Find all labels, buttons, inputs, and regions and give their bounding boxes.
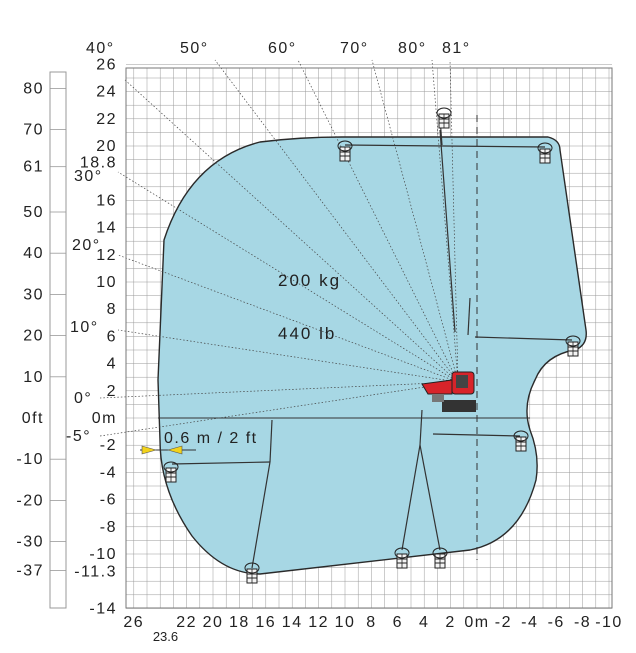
m-tick-label: -6 <box>100 492 117 509</box>
m-x-tick-label: -6 <box>548 614 565 631</box>
angle-rays <box>99 59 459 437</box>
angle-label: 70° <box>340 40 369 57</box>
m-tick-label: -2 <box>100 437 117 454</box>
working-envelope <box>157 136 587 575</box>
angle-label: 10° <box>70 319 99 336</box>
m-x-tick-label: 2 <box>445 614 455 631</box>
m-tick-label: 18.8 <box>80 154 117 171</box>
m-x-tick-label: 26 <box>123 614 144 631</box>
ft-tick-label: 70 <box>23 122 44 139</box>
grid-frame <box>125 67 613 609</box>
m-tick-label: -11.3 <box>74 564 117 581</box>
ft-tick-label: 40 <box>23 245 44 262</box>
ft-tick-label: 10 <box>23 369 44 386</box>
m-tick-label: -10 <box>89 546 117 563</box>
m-x-tick-label: 10 <box>335 614 356 631</box>
m-x-tick-label: 8 <box>366 614 376 631</box>
angle-label: 60° <box>268 40 297 57</box>
m-tick-label: 16 <box>96 192 117 209</box>
m-tick-label: 12 <box>96 247 117 264</box>
angle-label: 20° <box>72 237 101 254</box>
basket-width-label: 0.6 m / 2 ft <box>164 430 258 447</box>
angle-label: 80° <box>398 40 427 57</box>
m-x-tick-label: -10 <box>595 614 623 631</box>
m-tick-label: -8 <box>100 519 117 536</box>
m-x-tick-label: 20 <box>203 614 224 631</box>
ft-tick-label: -10 <box>16 451 44 468</box>
angle-label: 0° <box>74 390 92 407</box>
m-tick-label: 8 <box>107 301 117 318</box>
ft-tick-label: 80 <box>23 80 44 97</box>
m-x-tick-label: 4 <box>419 614 429 631</box>
ft-tick-label: 50 <box>23 204 44 221</box>
angle-label: -5° <box>66 428 91 445</box>
m-x-tick-label: -4 <box>521 614 538 631</box>
boom-arms <box>171 117 573 569</box>
m-x-tick-label: 18 <box>229 614 250 631</box>
m-x-tick-label: 14 <box>282 614 303 631</box>
ft-tick-label: 61 <box>23 159 44 176</box>
m-tick-label: 10 <box>96 274 117 291</box>
ft-tick-label: -37 <box>16 562 44 579</box>
m-x-tick-label: -2 <box>495 614 512 631</box>
angle-label: 50° <box>180 40 209 57</box>
m-tick-label: 6 <box>107 328 117 345</box>
m-tick-label: 26 <box>96 56 117 73</box>
m-x-tick-label: 22 <box>176 614 197 631</box>
m-x-tick-label: 0m <box>464 614 489 631</box>
ft-scale-frame <box>49 71 67 609</box>
machine-body <box>421 371 476 412</box>
m-tick-label: -4 <box>100 464 117 481</box>
m-x-tick-label: 23.6 <box>153 629 178 644</box>
angle-label: 30° <box>74 168 103 185</box>
angle-label: 40° <box>86 40 115 57</box>
m-tick-label: 24 <box>96 84 117 101</box>
m-x-tick-label: 12 <box>308 614 329 631</box>
m-x-tick-label: 16 <box>255 614 276 631</box>
ft-scale: 80 70 61 50 40 30 20 10 -10 -20 -30 -37 0ft <box>16 80 66 579</box>
load-capacity-kg: 200 kg <box>278 271 341 290</box>
m-scale-horizontal: 26 23.622 20 18 16 14 12 10 8 6 4 2 0m -2 -4 -6 -8 -10 <box>123 614 623 644</box>
ft-unit-label: 0ft <box>22 410 44 427</box>
m-tick-label: 14 <box>96 220 117 237</box>
m-tick-label: 22 <box>96 111 117 128</box>
m-x-tick-label: -8 <box>574 614 591 631</box>
ft-tick-label: -30 <box>16 534 44 551</box>
m-tick-label: 4 <box>107 356 117 373</box>
load-capacity-lb: 440 lb <box>278 324 336 343</box>
m-tick-label: -14 <box>89 600 117 617</box>
m-x-tick-label: 6 <box>393 614 403 631</box>
m-tick-label: 2 <box>107 383 117 400</box>
m-tick-label: 20 <box>96 138 117 155</box>
angle-labels: 40° 50° 60° 70° 80° 81° 30° 20° 10° 0° -5° <box>66 40 471 445</box>
m-unit-label: 0m <box>92 410 117 427</box>
angle-label: 81° <box>442 40 471 57</box>
ft-tick-label: 30 <box>23 286 44 303</box>
ft-tick-label: 20 <box>23 328 44 345</box>
ft-tick-label: -20 <box>16 492 44 509</box>
basket-width-marker: 0.6 m / 2 ft <box>140 430 258 455</box>
